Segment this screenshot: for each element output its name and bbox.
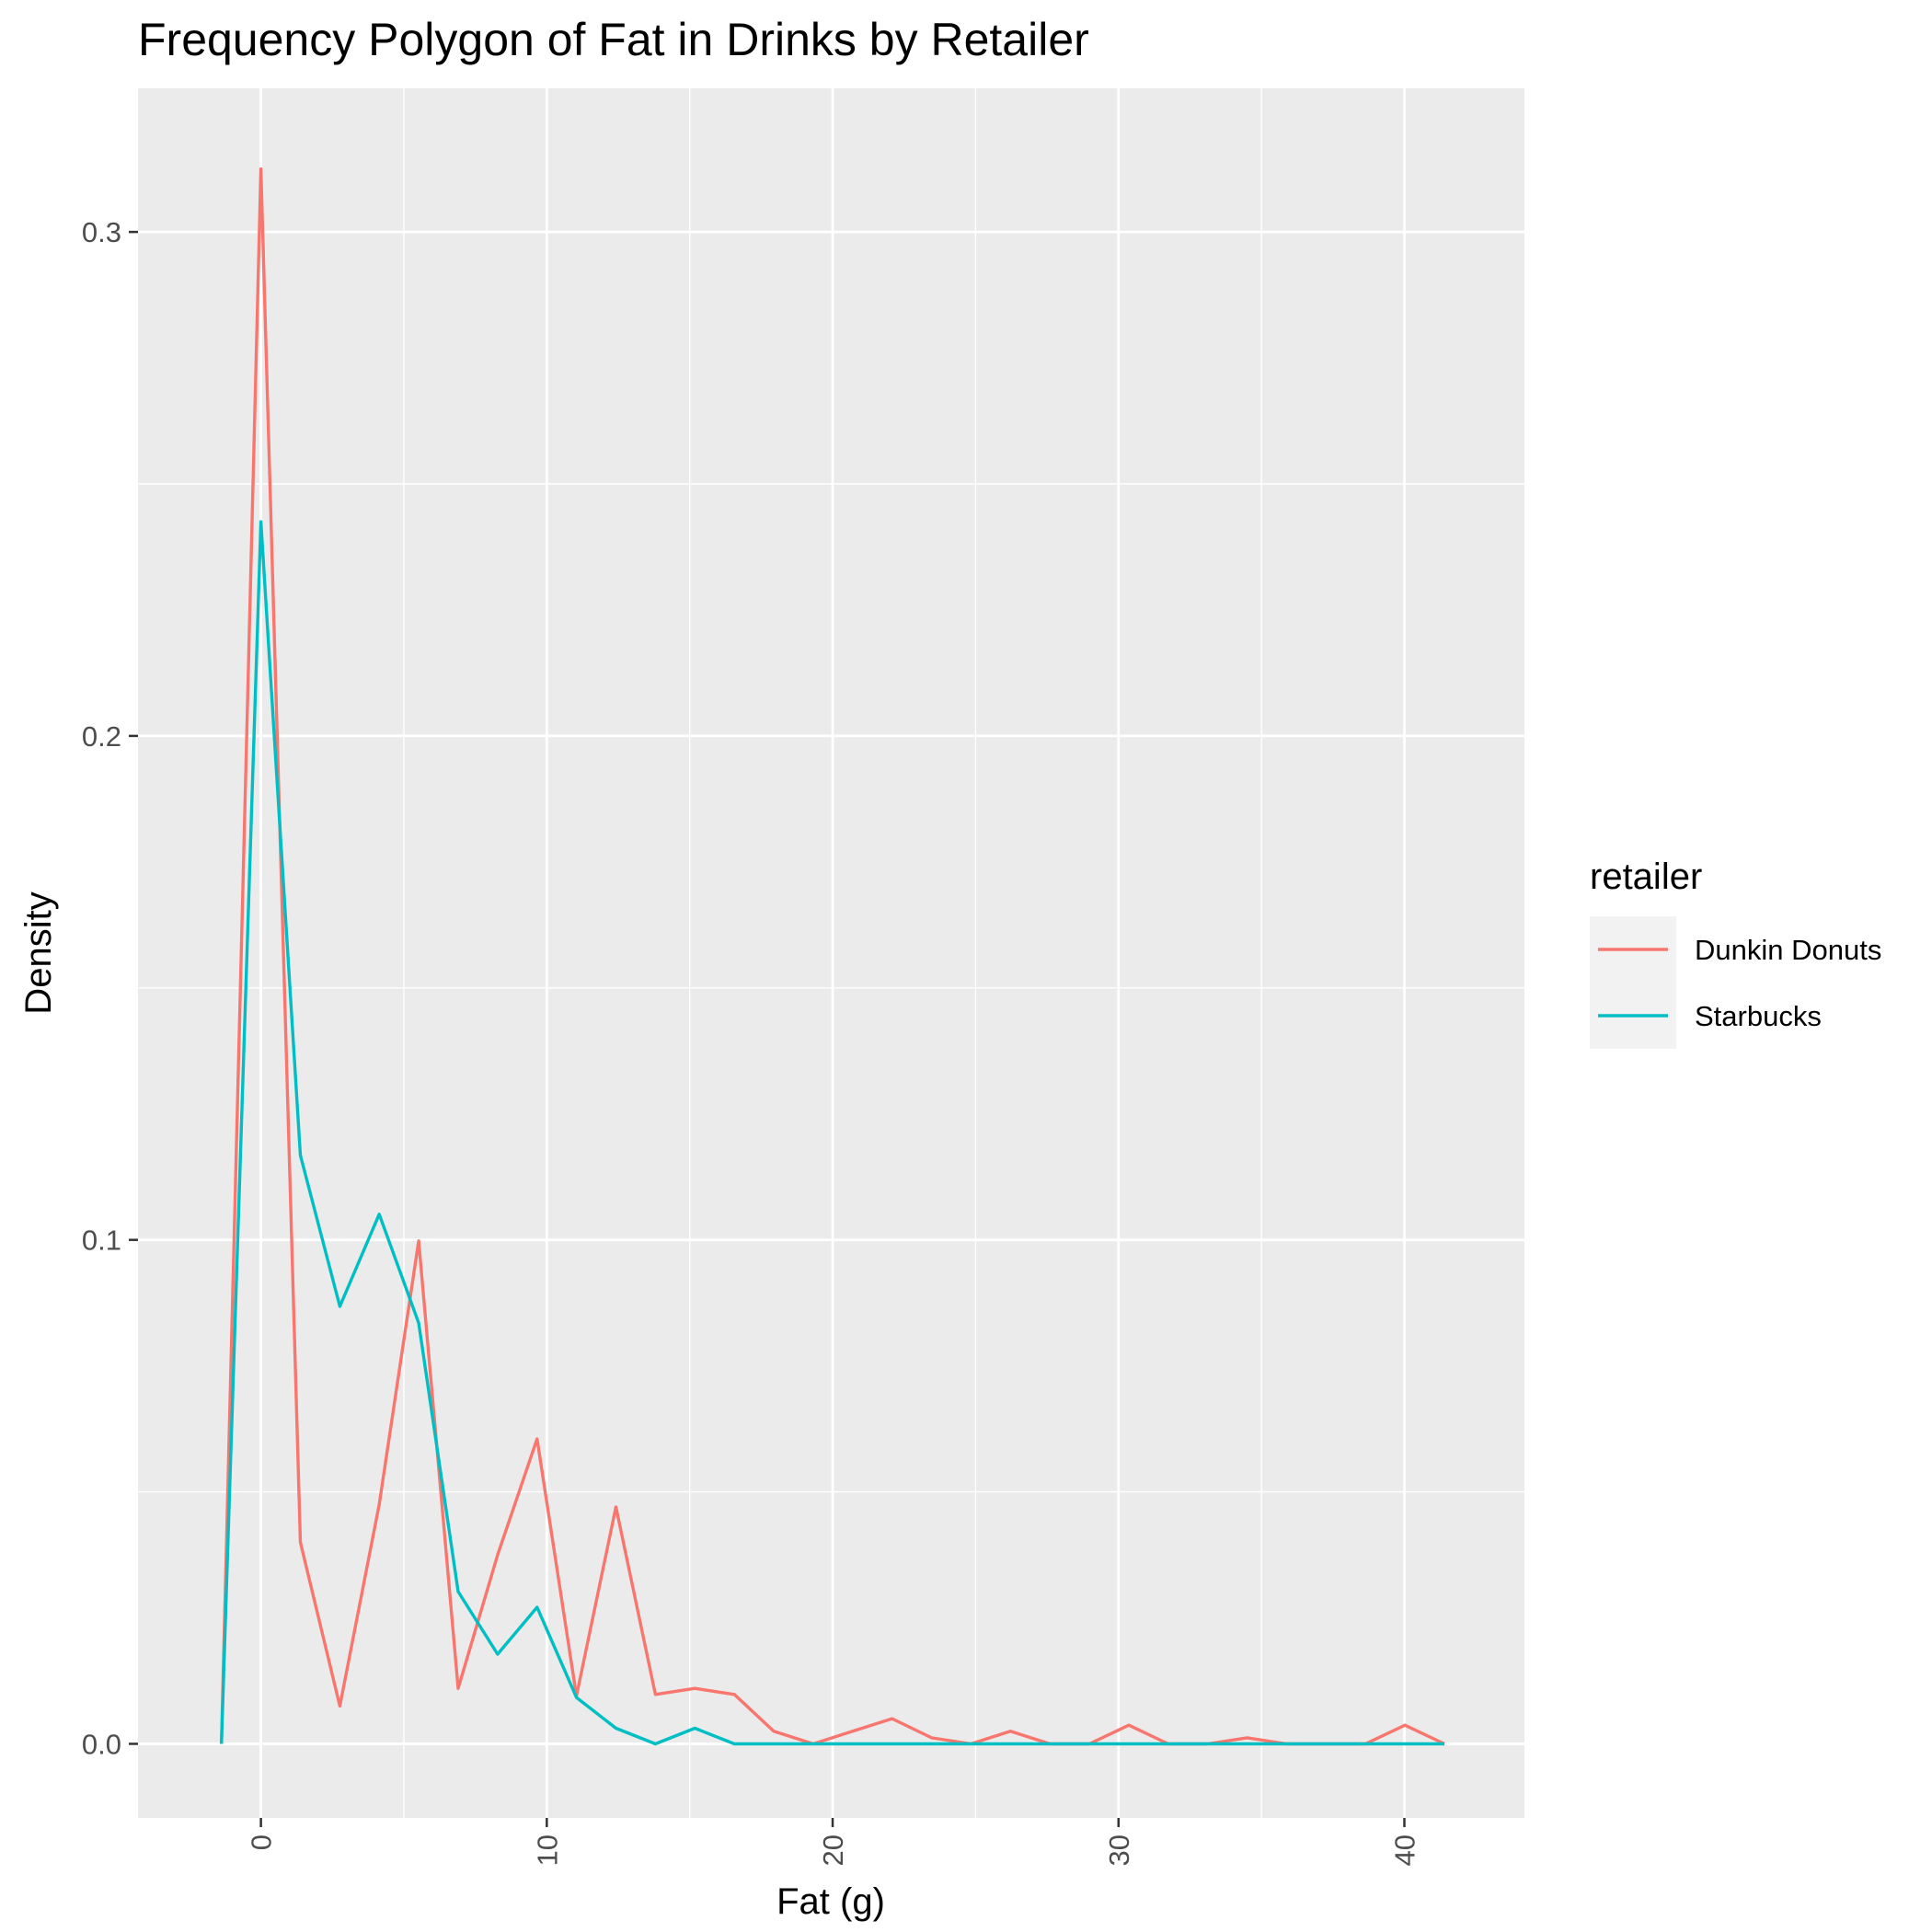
x-tick-label: 10 <box>531 1834 563 1866</box>
y-tick-label: 0.0 <box>82 1728 121 1760</box>
y-axis: 0.0 0.1 0.2 0.3 <box>82 216 138 1760</box>
plot-panel <box>138 88 1524 1818</box>
minor-gridlines <box>138 88 1524 1818</box>
x-tick-label: 20 <box>817 1834 849 1866</box>
y-tick-label: 0.1 <box>82 1225 121 1257</box>
x-axis-title: Fat (g) <box>776 1881 885 1922</box>
series-lines <box>220 167 1445 1746</box>
x-tick-label: 30 <box>1103 1834 1135 1866</box>
legend-title: retailer <box>1590 857 1702 897</box>
legend-key-background <box>1590 916 1676 1049</box>
x-tick-label: 0 <box>246 1834 278 1850</box>
series-line-starbucks <box>220 520 1444 1746</box>
y-tick-label: 0.2 <box>82 720 121 753</box>
y-axis-title: Density <box>18 891 59 1014</box>
series-line-dunkin-donuts <box>220 167 1445 1746</box>
y-tick-label: 0.3 <box>82 216 121 248</box>
chart-title: Frequency Polygon of Fat in Drinks by Re… <box>138 14 1089 65</box>
legend-label: Dunkin Donuts <box>1695 934 1881 966</box>
legend: retailer Dunkin Donuts Starbucks <box>1590 857 1881 1049</box>
x-axis: 0 10 20 30 40 <box>246 1818 1420 1866</box>
legend-label: Starbucks <box>1695 1000 1822 1032</box>
x-tick-label: 40 <box>1388 1834 1420 1866</box>
